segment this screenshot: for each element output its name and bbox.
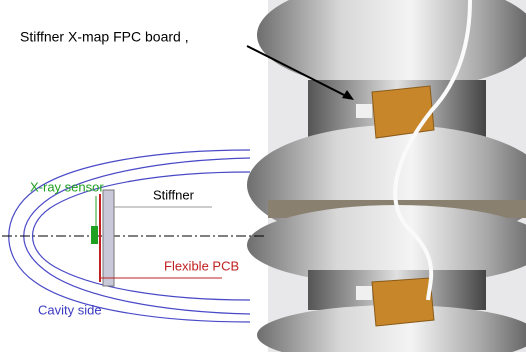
figure: Stiffner X-map FPC board , X-ray sensor … (0, 0, 526, 352)
sensor (91, 226, 98, 244)
sensor-label: X-ray sensor (30, 179, 104, 194)
photo (247, 0, 526, 352)
stiffner (103, 190, 114, 286)
cavity-label: Cavity side (38, 302, 102, 317)
stiffner-label: Stiffner (153, 187, 195, 202)
pcb-label: Flexible PCB (164, 258, 239, 273)
title: Stiffner X-map FPC board , (20, 29, 189, 45)
